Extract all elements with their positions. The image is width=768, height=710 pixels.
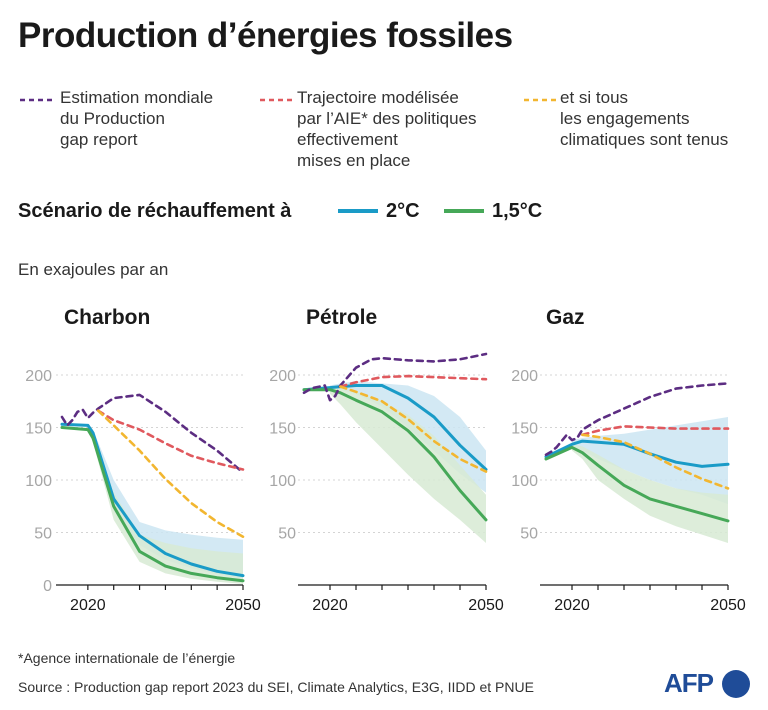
y-tick-label: 50 (278, 526, 296, 543)
legend-swatch-pledges (524, 98, 560, 102)
legend-label-2c: 2°C (386, 200, 420, 222)
y-tick-label: 100 (269, 473, 296, 490)
y-tick-label: 0 (43, 578, 52, 595)
series-line-pledges (96, 409, 245, 538)
uncertainty-band (87, 427, 244, 584)
x-tick-label: 2050 (468, 597, 504, 614)
panel-title-charbon: Charbon (64, 306, 151, 329)
y-tick-label: 200 (511, 368, 538, 385)
uncertainty-band (572, 444, 728, 543)
footnote: *Agence internationale de l’énergie (18, 650, 236, 666)
chart-panel-0: 0 50 100 150 200 2020 2050 (25, 368, 261, 614)
chart-panel-2: 50 100 150 200 2020 2050 (511, 368, 746, 614)
y-tick-label: 50 (520, 526, 538, 543)
x-tick-label: 2020 (554, 597, 590, 614)
series-line-s2 (60, 422, 245, 578)
uncertainty-band (330, 387, 486, 543)
series-line-s2 (544, 439, 730, 468)
uncertainty-band (87, 423, 244, 579)
legend-label-pledges: et si tous les engagements climatiques s… (560, 87, 728, 150)
legend-swatch-gap (20, 98, 56, 102)
legend-pledges-line-2: les engagements (560, 109, 690, 128)
unit-label: En exajoules par an (18, 260, 169, 279)
y-tick-label: 50 (34, 526, 52, 543)
series-line-iea (581, 425, 730, 437)
series-line-gap (60, 393, 245, 474)
panel-title-gaz: Gaz (546, 306, 585, 329)
legend-swatch-1-5c (444, 209, 484, 213)
y-tick-label: 150 (511, 421, 538, 438)
panel-title-petrole: Pétrole (306, 306, 378, 329)
legend-pledges-line-1: et si tous (560, 88, 629, 107)
series-line-pledges (581, 433, 730, 490)
y-tick-label: 200 (25, 368, 52, 385)
x-tick-label: 2020 (70, 597, 106, 614)
y-tick-label: 150 (269, 421, 296, 438)
x-tick-label: 2050 (225, 597, 261, 614)
y-tick-label: 150 (25, 421, 52, 438)
y-tick-label: 100 (25, 473, 52, 490)
x-tick-label: 2050 (710, 597, 746, 614)
chart-panel-1: 50 100 150 200 2020 2050 (269, 352, 504, 614)
series-line-s2 (302, 384, 488, 471)
afp-logo: AFP (664, 668, 714, 698)
source-note: Source : Production gap report 2023 du S… (18, 679, 534, 695)
series-line-s15 (60, 426, 245, 583)
scenario-label: Scénario de réchauffement à (18, 200, 292, 222)
legend-iea-line-1: Trajectoire modélisée (297, 88, 459, 107)
legend-gap-line-2: du Production (60, 109, 165, 128)
series-line-gap (544, 382, 730, 457)
legend-iea-line-2: par l’AIE* des politiques (297, 109, 477, 128)
legend-swatch-2c (338, 209, 378, 213)
legend-iea-line-4: mises en place (297, 151, 411, 170)
legend-gap-line-1: Estimation mondiale (60, 88, 214, 107)
legend-swatch-iea (260, 98, 296, 102)
series-line-s15 (544, 445, 730, 523)
afp-logo-dot (722, 670, 750, 698)
series-line-s15 (302, 388, 488, 522)
legend-iea-line-3: effectivement (297, 130, 398, 149)
x-tick-label: 2020 (312, 597, 348, 614)
legend-label-1-5c: 1,5°C (492, 200, 543, 222)
series-line-pledges (339, 385, 488, 473)
uncertainty-band (330, 381, 486, 493)
legend-gap-line-3: gap report (60, 130, 138, 149)
legend-pledges-line-3: climatiques sont tenus (560, 130, 729, 149)
chart-title: Production d’énergies fossiles (18, 16, 513, 55)
y-tick-label: 100 (511, 473, 538, 490)
series-line-iea (96, 409, 245, 471)
legend-label-iea: Trajectoire modélisée par l’AIE* des pol… (297, 87, 477, 171)
legend-label-gap: Estimation mondiale du Production gap re… (60, 87, 213, 150)
y-tick-label: 200 (269, 368, 296, 385)
series-line-iea (339, 374, 488, 388)
